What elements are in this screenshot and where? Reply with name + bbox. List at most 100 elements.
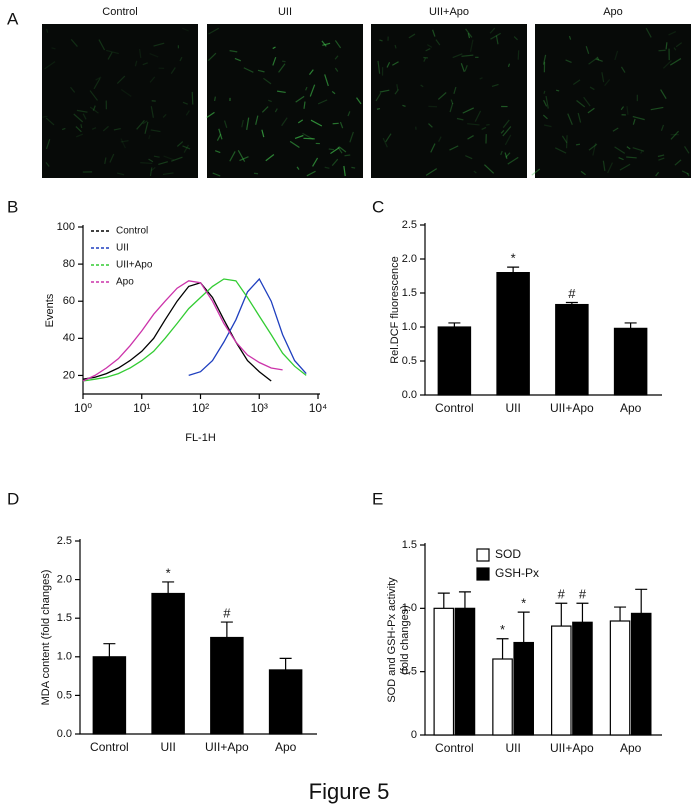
cell (261, 129, 265, 138)
cell (614, 146, 626, 154)
cell (134, 60, 138, 67)
cell (107, 51, 113, 60)
cell (507, 156, 519, 165)
cell (73, 113, 84, 123)
cell (467, 123, 480, 126)
cell (645, 27, 652, 38)
cell (489, 27, 496, 34)
cell (626, 146, 631, 150)
series-line (82, 280, 283, 382)
cell (351, 166, 356, 169)
cell (185, 110, 190, 116)
cell (588, 57, 598, 65)
legend-label: Control (116, 226, 148, 237)
cell (150, 129, 161, 133)
cell (303, 137, 315, 140)
cell (163, 155, 175, 161)
cell (171, 156, 183, 162)
cell (239, 156, 249, 162)
cell (565, 59, 572, 64)
cell (660, 124, 665, 131)
cell (113, 128, 121, 131)
cell (658, 49, 666, 52)
y-tick-label: 1.0 (402, 321, 417, 333)
cell (214, 150, 221, 154)
cell (620, 106, 625, 111)
cell (596, 56, 600, 61)
cell (479, 77, 483, 80)
bar (492, 658, 513, 736)
significance-marker: # (579, 587, 587, 602)
legend-label: SOD (495, 547, 521, 561)
y-axis-label: SOD and GSH-Px activity (386, 577, 398, 703)
error-bar (437, 592, 450, 609)
cell (255, 115, 259, 125)
legend-label: Apo (116, 277, 134, 288)
cell (495, 35, 499, 45)
cell (604, 79, 611, 86)
cell (75, 126, 82, 133)
y-tick-label: 100 (57, 221, 75, 233)
y-tick-label: 1.0 (402, 602, 417, 614)
cell (542, 114, 548, 120)
cell (474, 110, 482, 122)
cell (149, 167, 153, 177)
cell (308, 69, 314, 75)
cell (191, 91, 194, 105)
cell (356, 97, 362, 105)
y-tick-label: 40 (63, 332, 75, 344)
bar (437, 326, 472, 396)
cell (580, 170, 586, 176)
y-tick-label: 0.5 (57, 689, 72, 701)
cell (142, 120, 148, 125)
cell (91, 127, 97, 130)
cell (274, 108, 278, 113)
cell (396, 84, 399, 91)
cell (572, 79, 581, 85)
cell (583, 96, 591, 107)
bar (513, 641, 534, 736)
cell (658, 157, 665, 161)
cell (502, 119, 510, 129)
cell (467, 135, 474, 140)
cell (392, 61, 399, 66)
series-line (82, 278, 307, 382)
bar (551, 625, 572, 736)
cell (338, 146, 347, 153)
cell (170, 67, 176, 74)
cell (435, 39, 441, 46)
y-tick-label: 0.5 (402, 355, 417, 367)
cell (150, 166, 156, 172)
cell (261, 106, 269, 113)
cell (45, 139, 51, 150)
cell (655, 171, 660, 177)
significance-marker: * (511, 251, 516, 266)
significance-marker: * (166, 565, 171, 580)
x-tick-label: UII (505, 401, 520, 415)
cell (234, 57, 242, 62)
cell (297, 119, 304, 124)
cell (61, 127, 66, 131)
cell (76, 133, 83, 138)
panel-letter: B (7, 197, 18, 216)
cell (142, 62, 148, 66)
cell (303, 101, 306, 109)
image-label: Apo (603, 6, 623, 18)
cell (218, 128, 223, 140)
cell (349, 131, 354, 143)
cell (216, 133, 222, 141)
cell (575, 143, 581, 146)
cell (51, 47, 56, 50)
image-label: UII (278, 6, 292, 18)
significance-marker: # (558, 587, 566, 602)
cell (561, 135, 568, 144)
cell (344, 154, 351, 157)
cell (607, 162, 613, 174)
error-bar (162, 581, 175, 594)
cell (542, 54, 547, 65)
error-bar (624, 322, 637, 329)
micrograph (371, 24, 527, 178)
cell (138, 48, 142, 58)
error-bar (496, 638, 509, 659)
cell (331, 158, 339, 167)
